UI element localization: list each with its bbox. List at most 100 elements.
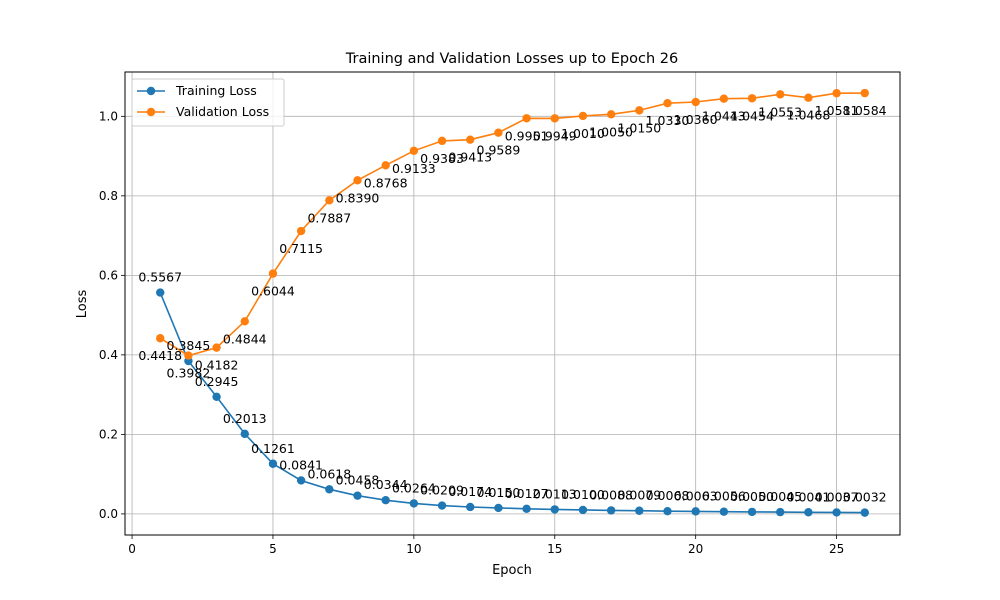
data-label-training: 0.0127 — [505, 486, 549, 501]
data-point-validation — [240, 317, 249, 326]
data-point-validation — [578, 111, 588, 121]
data-label-validation: 0.9133 — [392, 161, 436, 176]
data-point-training — [719, 507, 729, 516]
data-point-training — [437, 501, 447, 510]
data-label-validation: 0.9949 — [533, 128, 577, 143]
data-label-training: 0.0041 — [787, 489, 831, 504]
data-point-validation — [663, 99, 672, 108]
data-point-validation — [494, 128, 503, 137]
data-label-validation: 0.7115 — [279, 241, 323, 256]
data-point-training — [747, 507, 757, 517]
data-label-training: 0.0841 — [279, 457, 323, 472]
data-point-validation — [381, 161, 390, 170]
data-point-training — [240, 429, 249, 439]
data-label-validation: 1.0581 — [815, 103, 859, 118]
data-point-validation — [719, 94, 729, 103]
plot-area — [125, 72, 900, 535]
legend-marker-training — [146, 86, 156, 96]
data-label-training: 0.1261 — [251, 441, 295, 456]
data-label-training: 0.3845 — [167, 338, 211, 353]
data-label-training: 0.0344 — [364, 477, 408, 492]
data-point-validation — [776, 90, 785, 99]
data-label-validation: 1.0360 — [674, 112, 718, 127]
data-label-validation: 1.0584 — [843, 103, 887, 118]
series-lines — [156, 88, 869, 517]
data-label-training: 0.0174 — [448, 484, 492, 499]
data-label-validation: 0.3982 — [167, 366, 211, 381]
series-line-training — [159, 292, 865, 514]
data-point-validation — [409, 146, 419, 155]
data-label-validation: 0.9589 — [477, 143, 521, 158]
data-label-validation: 1.0010 — [561, 126, 605, 141]
data-point-validation — [606, 110, 616, 119]
data-label-validation: 0.9951 — [505, 128, 549, 143]
data-point-validation — [353, 176, 362, 185]
data-label-validation: 0.8768 — [364, 175, 408, 190]
data-point-validation — [212, 343, 221, 352]
x-axis: 0 5 10 15 20 25 — [128, 535, 844, 556]
data-point-validation — [437, 136, 447, 146]
y-tick-label: 0.4 — [99, 348, 118, 362]
series-line-validation — [159, 92, 865, 357]
data-label-training: 0.0032 — [843, 490, 887, 505]
legend-label-validation: Validation Loss — [176, 104, 269, 119]
data-point-training — [268, 459, 278, 468]
data-point-validation — [184, 351, 193, 360]
x-tick-label: 25 — [829, 542, 844, 556]
data-label-validation: 0.7887 — [307, 210, 351, 225]
data-point-training — [804, 508, 813, 517]
data-label-validation: 0.6044 — [251, 284, 295, 299]
data-point-training — [381, 496, 390, 505]
data-point-validation — [804, 93, 813, 102]
x-tick-label: 20 — [688, 542, 703, 556]
point-labels: 0.5567 0.3845 0.2945 0.2013 0.12610.08410.06… — [138, 103, 886, 505]
data-label-training: 0.0056 — [702, 489, 746, 504]
data-point-training — [522, 504, 531, 514]
data-label-validation: 1.0454 — [730, 108, 774, 123]
data-label-training: 0.0045 — [758, 489, 802, 504]
data-point-training — [550, 505, 559, 514]
data-point-training — [466, 502, 475, 512]
data-point-training — [578, 505, 588, 515]
x-tick-label: 10 — [406, 542, 421, 556]
legend-label-training: Training Loss — [175, 83, 257, 98]
data-point-training — [606, 506, 616, 515]
y-tick-label: 0.0 — [99, 507, 118, 521]
data-label-validation: 1.0050 — [589, 124, 633, 139]
x-tick-label: 5 — [269, 542, 277, 556]
y-tick-label: 0.6 — [99, 268, 118, 282]
data-label-training: 0.0079 — [617, 488, 661, 503]
y-axis: 0.0 0.2 0.4 0.6 0.8 1.0 — [99, 109, 125, 521]
x-tick-label: 0 — [128, 542, 136, 556]
data-label-training: 0.5567 — [138, 270, 182, 285]
plot-frame — [124, 71, 901, 536]
data-point-training — [156, 288, 165, 297]
data-point-training — [860, 508, 869, 517]
x-tick-label: 15 — [547, 542, 562, 556]
data-point-training — [635, 506, 644, 515]
legend: Training Loss Validation Loss — [131, 78, 285, 127]
data-label-training: 0.0113 — [533, 486, 577, 501]
x-axis-label: Epoch — [492, 563, 532, 578]
data-point-validation — [832, 89, 841, 98]
data-label-training: 0.0264 — [392, 480, 436, 495]
data-label-training: 0.0150 — [477, 485, 521, 500]
data-point-validation — [635, 106, 644, 115]
data-label-training: 0.0100 — [561, 487, 605, 502]
data-point-training — [494, 503, 503, 513]
data-label-validation: 1.0150 — [617, 120, 661, 135]
data-point-validation — [296, 226, 306, 236]
data-label-validation: 1.0468 — [787, 108, 831, 123]
data-point-validation — [466, 135, 475, 144]
data-point-training — [296, 476, 306, 485]
legend-marker-validation — [146, 107, 156, 117]
data-label-validation: 1.0330 — [646, 113, 690, 128]
data-point-training — [691, 507, 700, 516]
legend-box — [131, 78, 285, 127]
data-point-validation — [522, 114, 531, 123]
data-point-validation — [550, 114, 559, 123]
data-label-training: 0.0037 — [815, 489, 859, 504]
y-tick-label: 0.2 — [99, 427, 118, 441]
y-axis-label: Loss — [75, 290, 90, 319]
